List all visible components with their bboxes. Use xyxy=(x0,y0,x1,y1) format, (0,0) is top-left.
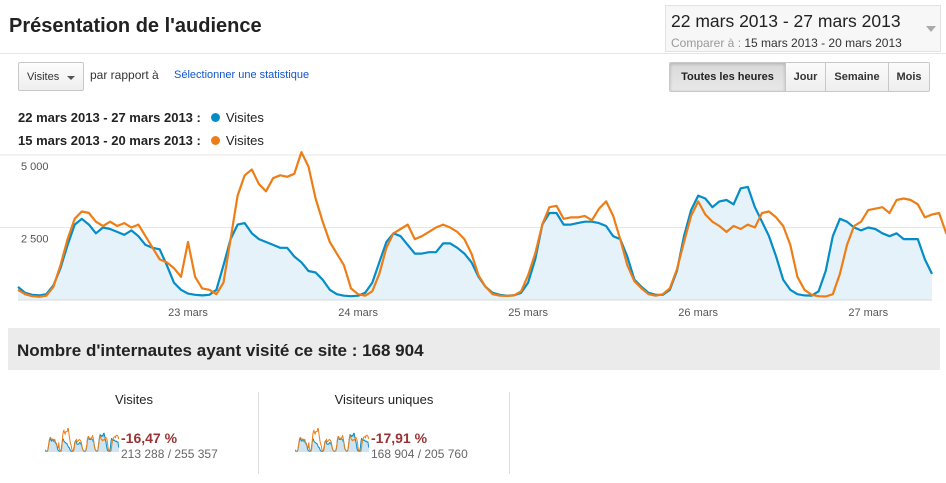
granularity-day-button[interactable]: Jour xyxy=(786,63,826,91)
metric-select-label: Visites xyxy=(27,71,60,83)
metric-select[interactable]: Visites xyxy=(18,62,84,91)
x-tick-label: 27 mars xyxy=(848,307,888,319)
y-tick-label: 2 500 xyxy=(21,234,49,246)
metric-values: 213 288 / 255 357 xyxy=(121,447,218,461)
granularity-month-button[interactable]: Mois xyxy=(889,63,929,91)
chevron-down-icon xyxy=(67,76,75,80)
chevron-down-icon[interactable] xyxy=(926,26,936,32)
metric-values: 168 904 / 205 760 xyxy=(371,447,468,461)
legend-entry-current: 22 mars 2013 - 27 mars 2013 : Visites xyxy=(18,110,264,125)
sparkline-line-previous xyxy=(295,428,369,452)
legend-range: 22 mars 2013 - 27 mars 2013 : xyxy=(18,110,201,125)
page-header: Présentation de l'audience 22 mars 2013 … xyxy=(0,0,946,54)
select-statistic-link[interactable]: Sélectionner une statistique xyxy=(174,69,310,81)
x-tick-label: 23 mars xyxy=(168,307,208,319)
date-range-picker[interactable]: 22 mars 2013 - 27 mars 2013 Comparer à :… xyxy=(665,5,941,52)
legend-dot-icon xyxy=(210,113,220,122)
divider xyxy=(509,392,510,474)
metric-card-visits[interactable]: Visites -16,47 % 213 288 / 255 357 xyxy=(9,392,259,476)
metric-title: Visites xyxy=(114,392,154,407)
summary-text: Nombre d'internautes ayant visité ce sit… xyxy=(17,341,424,360)
y-tick-label: 5 000 xyxy=(21,161,49,173)
metric-change: -17,91 % xyxy=(371,430,428,446)
metric-change: -16,47 % xyxy=(121,430,178,446)
sparkline-line-previous xyxy=(45,428,119,452)
sparkline-chart xyxy=(295,428,369,452)
date-range-main: 22 mars 2013 - 27 mars 2013 xyxy=(671,11,901,31)
series-line-previous xyxy=(17,150,946,298)
series-line-current xyxy=(17,185,933,298)
granularity-switch: Toutes les heures Jour Semaine Mois xyxy=(669,62,930,92)
sparkline-chart xyxy=(45,428,119,452)
compare-to-label: par rapport à xyxy=(90,68,159,82)
visits-chart[interactable]: 5 000 2 500 23 mars 24 mars 25 mars 26 mars 27… xyxy=(0,150,946,325)
page-title: Présentation de l'audience xyxy=(9,15,262,37)
series-area-current xyxy=(18,186,932,300)
divider xyxy=(258,392,259,474)
legend-dot-icon xyxy=(210,136,220,145)
summary-bar: Nombre d'internautes ayant visité ce sit… xyxy=(8,328,940,370)
compare-range: 15 mars 2013 - 20 mars 2013 xyxy=(744,36,902,50)
metric-card-unique-visitors[interactable]: Visiteurs uniques -17,91 % 168 904 / 205… xyxy=(259,392,509,476)
x-tick-label: 26 mars xyxy=(678,307,718,319)
x-tick-label: 25 mars xyxy=(508,307,548,319)
legend-metric: Visites xyxy=(225,133,264,148)
x-tick-label: 24 mars xyxy=(338,307,378,319)
legend-metric: Visites xyxy=(225,110,264,125)
date-range-compare: Comparer à : 15 mars 2013 - 20 mars 2013 xyxy=(671,36,902,50)
legend-range: 15 mars 2013 - 20 mars 2013 : xyxy=(18,133,201,148)
compare-label: Comparer à : xyxy=(671,36,742,50)
chart-toolbar: Visites par rapport à Sélectionner une s… xyxy=(0,58,946,96)
granularity-hourly-button[interactable]: Toutes les heures xyxy=(670,63,786,91)
legend-entry-previous: 15 mars 2013 - 20 mars 2013 : Visites xyxy=(18,133,264,148)
granularity-week-button[interactable]: Semaine xyxy=(826,63,889,91)
metric-title: Visiteurs uniques xyxy=(334,392,434,407)
